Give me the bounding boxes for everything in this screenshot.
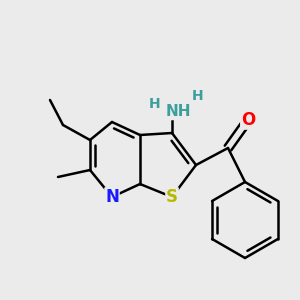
Text: H: H (192, 89, 204, 103)
Text: O: O (241, 111, 255, 129)
Text: N: N (105, 188, 119, 206)
Text: S: S (166, 188, 178, 206)
Text: H: H (149, 97, 161, 111)
Text: NH: NH (165, 104, 191, 119)
